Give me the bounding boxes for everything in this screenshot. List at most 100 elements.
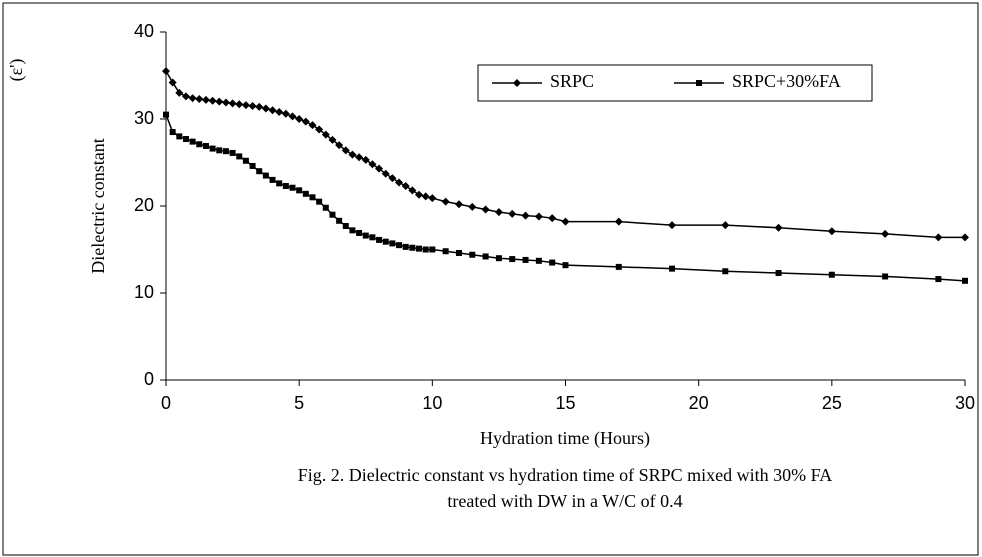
data-point: [315, 125, 324, 134]
data-point: [376, 236, 383, 243]
data-point: [468, 202, 477, 211]
data-point: [828, 271, 835, 278]
data-point: [301, 117, 310, 126]
x-tick-label: 10: [422, 393, 442, 413]
data-point: [275, 108, 284, 117]
x-axis-label: Hydration time (Hours): [480, 428, 650, 449]
data-point: [329, 211, 336, 218]
data-point: [494, 208, 503, 217]
data-point: [668, 221, 677, 230]
data-point: [389, 240, 396, 247]
legend-label: SRPC: [550, 71, 594, 91]
data-point: [508, 209, 517, 218]
data-point: [308, 121, 317, 130]
data-point: [241, 101, 250, 110]
data-point: [409, 244, 416, 251]
data-point: [282, 182, 289, 189]
data-point: [169, 129, 176, 136]
data-point: [188, 94, 197, 103]
data-point: [429, 246, 436, 253]
data-point: [362, 232, 369, 239]
data-point: [549, 259, 556, 266]
data-point: [242, 157, 249, 164]
data-point: [548, 214, 557, 223]
data-point: [341, 146, 350, 155]
data-point: [289, 184, 296, 191]
data-point: [202, 142, 209, 149]
data-point: [881, 229, 890, 238]
data-point: [469, 251, 476, 258]
data-point: [388, 174, 397, 183]
data-point: [368, 160, 377, 169]
data-point: [562, 262, 569, 269]
data-point: [509, 256, 516, 263]
data-point: [249, 162, 256, 169]
data-point: [522, 256, 529, 263]
data-point: [375, 164, 384, 173]
data-point: [614, 217, 623, 226]
legend-label: SRPC+30%FA: [732, 71, 841, 91]
data-point: [454, 200, 463, 209]
data-point: [669, 265, 676, 272]
data-point: [382, 238, 389, 245]
data-point: [342, 223, 349, 230]
data-point: [235, 100, 244, 109]
caption: treated with DW in a W/C of 0.4: [447, 491, 682, 511]
data-point: [175, 88, 184, 97]
data-point: [276, 180, 283, 187]
data-point: [482, 253, 489, 260]
data-point: [442, 248, 449, 255]
data-point: [295, 115, 304, 123]
data-point: [421, 192, 430, 201]
data-point: [428, 194, 437, 203]
series-line: [165, 114, 966, 282]
data-point: [328, 135, 337, 144]
data-point: [349, 227, 356, 234]
data-point: [774, 223, 783, 232]
data-point: [162, 67, 170, 76]
data-point: [381, 169, 390, 178]
data-point: [268, 106, 277, 115]
x-tick-label: 0: [161, 393, 171, 413]
legend-marker: [696, 80, 702, 86]
data-point: [416, 245, 423, 252]
data-point: [535, 257, 542, 264]
data-point: [269, 176, 276, 183]
data-point: [296, 187, 303, 194]
data-point: [201, 95, 210, 104]
data-point: [181, 92, 190, 101]
data-point: [248, 101, 257, 110]
data-point: [163, 111, 169, 118]
y-tick-label: 40: [134, 21, 154, 41]
data-point: [236, 153, 243, 160]
data-point: [521, 211, 530, 220]
data-point: [615, 263, 622, 270]
data-point: [495, 255, 502, 262]
y-axis-label: Dielectric constant: [88, 138, 108, 273]
data-point: [182, 136, 189, 143]
data-point: [401, 181, 410, 190]
data-point: [355, 153, 364, 162]
y-tick-label: 10: [134, 282, 154, 302]
data-point: [316, 198, 323, 205]
data-point: [395, 178, 404, 187]
data-point: [196, 141, 203, 148]
legend-marker: [513, 79, 521, 87]
data-point: [534, 212, 543, 221]
data-point: [561, 217, 570, 226]
y-tick-label: 30: [134, 108, 154, 128]
data-point: [402, 243, 409, 250]
data-point: [369, 234, 376, 241]
data-point: [255, 102, 264, 111]
data-point: [288, 112, 297, 121]
data-point: [775, 269, 782, 276]
data-point: [262, 172, 269, 179]
x-tick-label: 5: [294, 393, 304, 413]
data-point: [422, 246, 429, 253]
data-point: [281, 109, 290, 118]
data-point: [356, 229, 363, 236]
y-tick-label: 20: [134, 195, 154, 215]
data-point: [176, 133, 183, 140]
